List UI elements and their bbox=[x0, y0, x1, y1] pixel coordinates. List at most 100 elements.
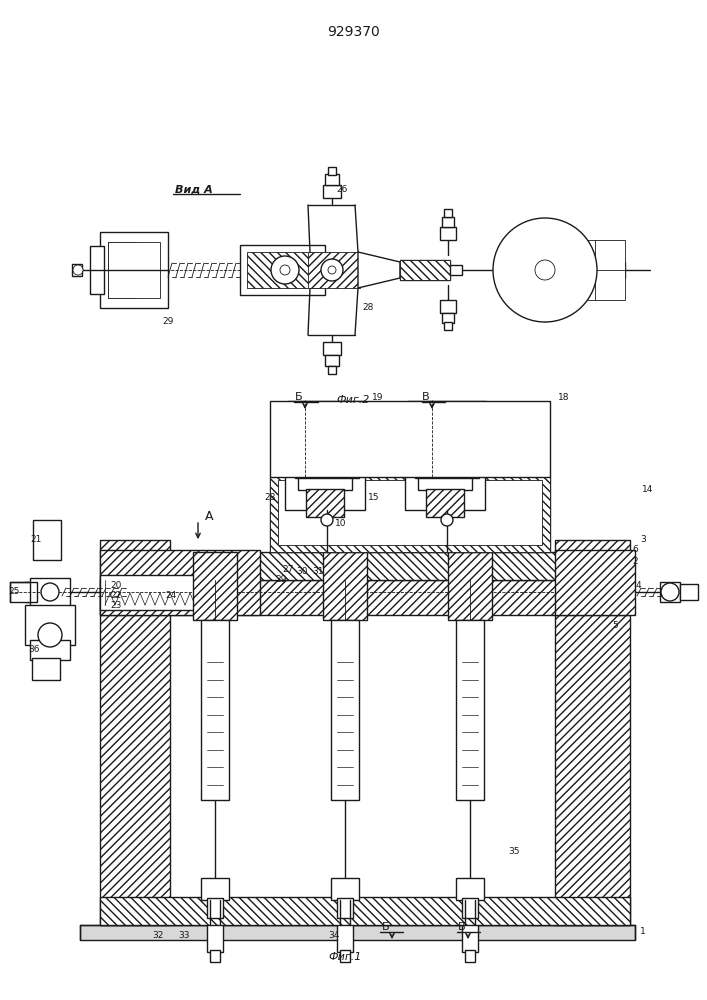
Bar bbox=[298, 460, 352, 490]
Bar bbox=[210, 950, 220, 962]
Bar bbox=[201, 620, 229, 800]
Circle shape bbox=[271, 256, 299, 284]
Bar bbox=[278, 480, 542, 545]
Bar bbox=[405, 440, 485, 510]
Text: 31: 31 bbox=[312, 568, 324, 576]
Text: 4: 4 bbox=[636, 580, 642, 589]
Text: В: В bbox=[422, 392, 430, 402]
Text: Б: Б bbox=[295, 392, 303, 402]
Bar bbox=[100, 550, 260, 615]
Bar bbox=[400, 260, 450, 280]
Text: 1: 1 bbox=[640, 928, 645, 936]
Text: Фиг.1: Фиг.1 bbox=[328, 952, 362, 962]
Bar bbox=[325, 355, 339, 366]
Text: 32: 32 bbox=[152, 930, 163, 940]
Text: A: A bbox=[205, 510, 214, 524]
Bar bbox=[456, 878, 484, 900]
Bar bbox=[426, 489, 464, 517]
Bar bbox=[555, 550, 635, 615]
Bar bbox=[155, 552, 575, 580]
Bar bbox=[207, 898, 223, 918]
Bar bbox=[440, 300, 456, 313]
Text: 2: 2 bbox=[632, 558, 638, 566]
Text: 29: 29 bbox=[275, 576, 286, 584]
Circle shape bbox=[38, 623, 62, 647]
Circle shape bbox=[73, 265, 83, 275]
Bar bbox=[270, 477, 550, 552]
Circle shape bbox=[328, 266, 336, 274]
Text: 35: 35 bbox=[508, 848, 520, 856]
Bar bbox=[331, 620, 359, 800]
Bar bbox=[337, 924, 353, 952]
Text: 27: 27 bbox=[282, 566, 293, 574]
Bar bbox=[328, 167, 336, 175]
Bar bbox=[440, 227, 456, 240]
Bar bbox=[247, 252, 318, 288]
Polygon shape bbox=[358, 252, 400, 288]
Circle shape bbox=[321, 259, 343, 281]
Bar bbox=[337, 898, 353, 918]
Bar bbox=[100, 580, 630, 615]
Bar bbox=[462, 898, 478, 918]
Bar bbox=[295, 456, 359, 478]
Bar bbox=[295, 404, 359, 444]
Text: 30: 30 bbox=[296, 568, 308, 576]
Bar bbox=[448, 552, 492, 620]
Text: 14: 14 bbox=[642, 486, 653, 494]
Bar bbox=[72, 264, 82, 276]
Bar bbox=[680, 584, 698, 600]
Text: В: В bbox=[458, 922, 466, 932]
Bar bbox=[33, 520, 61, 560]
Circle shape bbox=[280, 265, 290, 275]
Text: 18: 18 bbox=[558, 393, 570, 402]
Text: Б: Б bbox=[382, 922, 390, 932]
Bar bbox=[597, 262, 625, 278]
Text: 22: 22 bbox=[110, 590, 121, 599]
Bar bbox=[108, 242, 160, 298]
Bar bbox=[270, 477, 550, 552]
Bar bbox=[100, 897, 630, 925]
Bar bbox=[270, 401, 550, 477]
Bar bbox=[400, 260, 450, 280]
Text: 21: 21 bbox=[30, 536, 42, 544]
Text: 6: 6 bbox=[632, 546, 638, 554]
Bar bbox=[325, 174, 339, 185]
Bar bbox=[288, 401, 366, 456]
Circle shape bbox=[41, 583, 59, 601]
Bar bbox=[201, 878, 229, 900]
Bar bbox=[100, 575, 220, 610]
Bar bbox=[306, 489, 344, 517]
Text: 36: 36 bbox=[28, 646, 40, 654]
Text: 19: 19 bbox=[372, 393, 383, 402]
Bar bbox=[415, 404, 479, 444]
Bar bbox=[25, 582, 37, 602]
Bar bbox=[555, 540, 630, 925]
Text: 23: 23 bbox=[110, 600, 122, 609]
Bar bbox=[450, 265, 462, 275]
Bar bbox=[323, 185, 341, 198]
Bar bbox=[30, 640, 70, 660]
Bar bbox=[100, 232, 168, 308]
Bar bbox=[660, 582, 680, 602]
Bar bbox=[442, 313, 454, 323]
Bar bbox=[90, 246, 104, 294]
Bar bbox=[465, 950, 475, 962]
Bar bbox=[108, 242, 136, 298]
Bar bbox=[30, 578, 70, 606]
Bar bbox=[100, 540, 170, 925]
Bar bbox=[270, 401, 550, 477]
Circle shape bbox=[441, 514, 453, 526]
Text: 33: 33 bbox=[178, 930, 189, 940]
Bar bbox=[444, 322, 452, 330]
Text: 28: 28 bbox=[264, 492, 275, 502]
Text: 5: 5 bbox=[612, 620, 618, 630]
Bar bbox=[207, 924, 223, 952]
Circle shape bbox=[321, 514, 333, 526]
Bar bbox=[32, 658, 60, 680]
Text: Вид А: Вид А bbox=[175, 185, 213, 195]
Bar bbox=[25, 605, 75, 645]
Text: 24: 24 bbox=[165, 590, 176, 599]
Text: 10: 10 bbox=[335, 520, 346, 528]
Text: 25: 25 bbox=[8, 587, 19, 596]
Text: 15: 15 bbox=[368, 492, 380, 502]
